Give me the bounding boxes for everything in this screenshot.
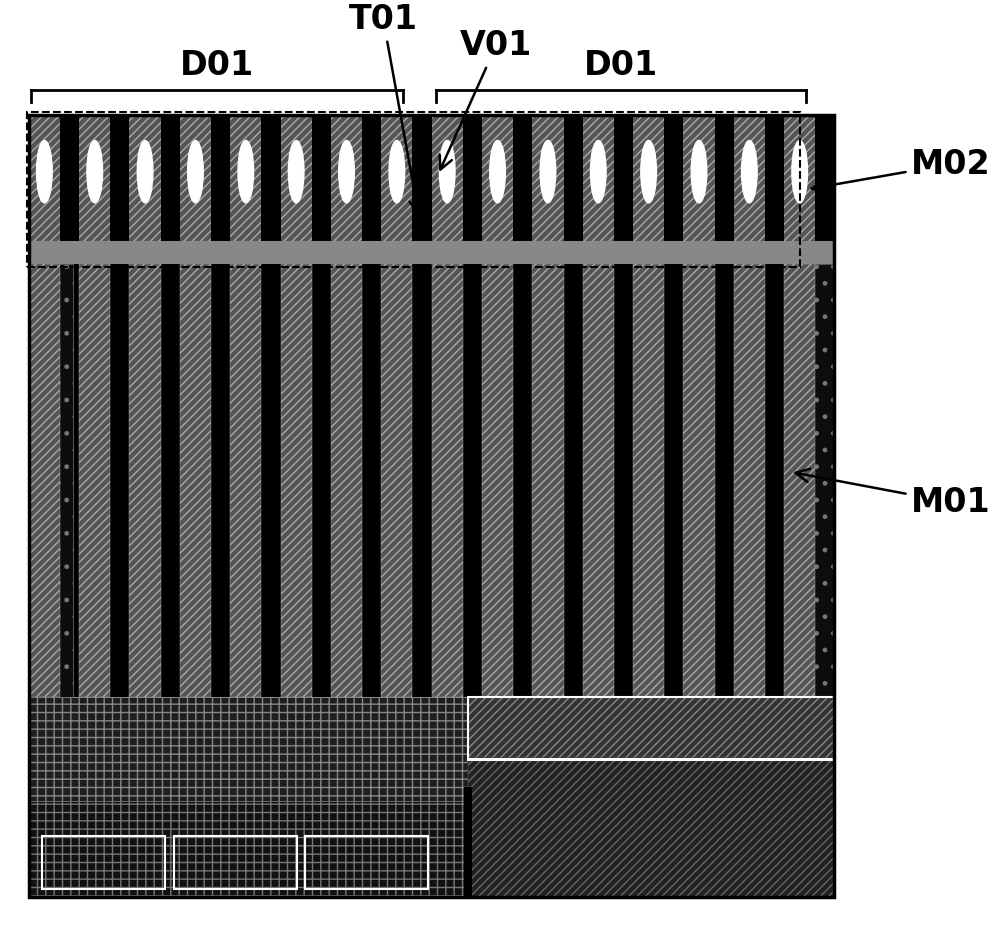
- Bar: [765, 115, 784, 264]
- Bar: [29, 264, 73, 697]
- Bar: [468, 697, 834, 757]
- Bar: [815, 115, 834, 264]
- Bar: [412, 115, 432, 264]
- Bar: [468, 697, 834, 760]
- Bar: [331, 264, 362, 697]
- Text: T01: T01: [349, 3, 423, 214]
- Bar: [532, 264, 564, 697]
- Ellipse shape: [238, 141, 254, 203]
- Bar: [29, 242, 834, 264]
- Bar: [790, 264, 834, 697]
- Text: M01: M01: [796, 469, 991, 519]
- Bar: [362, 115, 381, 264]
- Ellipse shape: [87, 141, 103, 203]
- Bar: [261, 115, 281, 264]
- Ellipse shape: [590, 141, 606, 203]
- Bar: [633, 264, 664, 697]
- Bar: [60, 115, 79, 264]
- Ellipse shape: [691, 141, 707, 203]
- Bar: [463, 115, 482, 264]
- Bar: [281, 264, 312, 697]
- Bar: [664, 115, 683, 264]
- Bar: [161, 115, 180, 264]
- Bar: [513, 115, 532, 264]
- Bar: [174, 836, 297, 889]
- Bar: [180, 264, 211, 697]
- Bar: [29, 264, 834, 697]
- Ellipse shape: [490, 141, 505, 203]
- Ellipse shape: [37, 141, 52, 203]
- Bar: [29, 115, 834, 264]
- Bar: [27, 112, 800, 267]
- Bar: [464, 787, 472, 896]
- Bar: [42, 836, 165, 889]
- Bar: [211, 115, 230, 264]
- Text: D01: D01: [584, 49, 658, 82]
- Ellipse shape: [742, 141, 757, 203]
- Bar: [110, 115, 129, 264]
- Bar: [230, 264, 261, 697]
- Bar: [29, 115, 834, 896]
- Bar: [715, 115, 734, 264]
- Bar: [683, 264, 715, 697]
- Bar: [583, 264, 614, 697]
- Ellipse shape: [188, 141, 203, 203]
- Ellipse shape: [288, 141, 304, 203]
- Text: M02: M02: [812, 147, 991, 193]
- Bar: [482, 264, 513, 697]
- Bar: [29, 801, 468, 896]
- Bar: [784, 264, 815, 697]
- Bar: [432, 264, 463, 697]
- Bar: [564, 115, 583, 264]
- Ellipse shape: [540, 141, 556, 203]
- Ellipse shape: [439, 141, 455, 203]
- Bar: [79, 264, 110, 697]
- Bar: [29, 697, 468, 801]
- Text: V01: V01: [440, 30, 532, 169]
- Ellipse shape: [389, 141, 405, 203]
- Ellipse shape: [339, 141, 354, 203]
- Bar: [614, 115, 633, 264]
- Ellipse shape: [137, 141, 153, 203]
- Bar: [468, 757, 834, 896]
- Bar: [381, 264, 412, 697]
- Bar: [129, 264, 161, 697]
- Bar: [734, 264, 765, 697]
- Bar: [29, 264, 60, 697]
- Ellipse shape: [641, 141, 656, 203]
- Bar: [305, 836, 428, 889]
- Text: D01: D01: [180, 49, 254, 82]
- Ellipse shape: [792, 141, 807, 203]
- Bar: [312, 115, 331, 264]
